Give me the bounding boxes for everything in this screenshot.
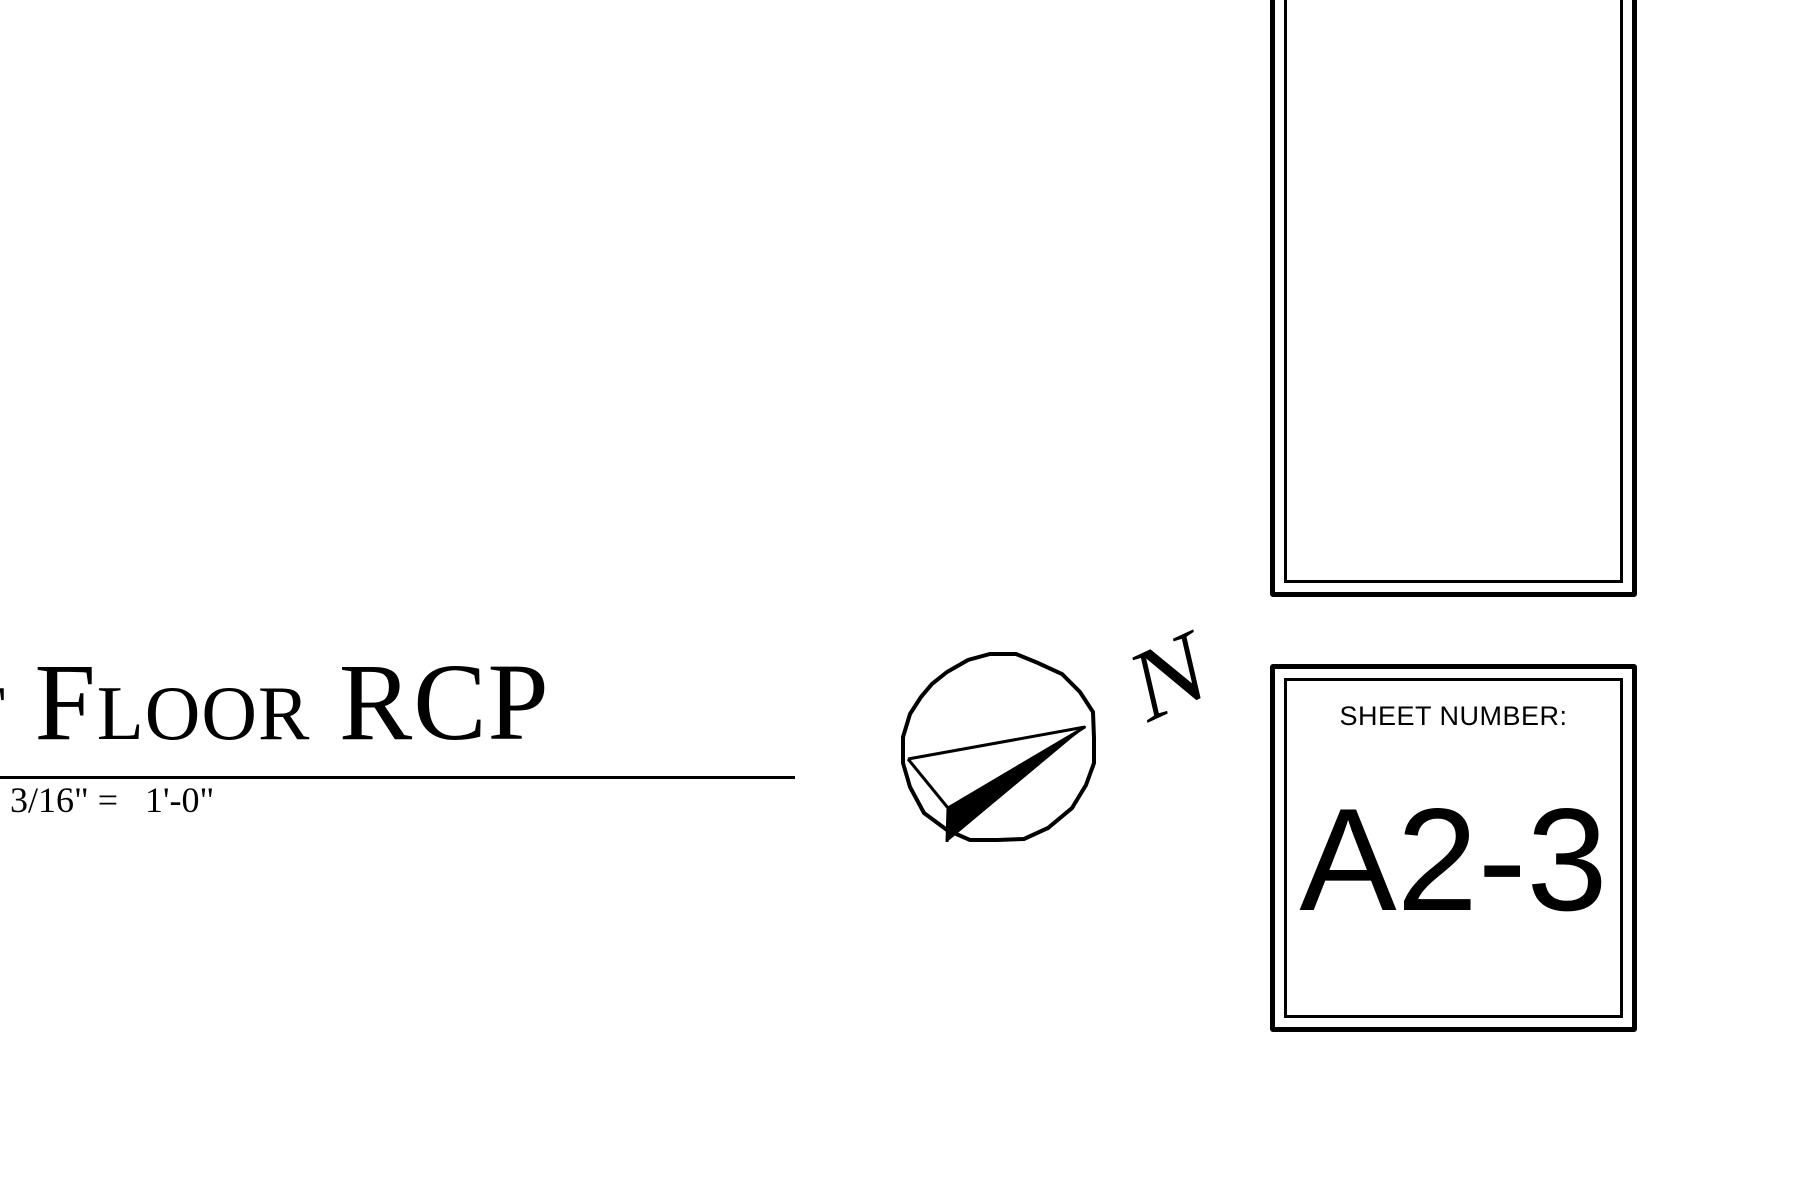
drawing-scale: 3/16" = 1'-0" <box>10 780 215 820</box>
title-underline <box>0 776 795 779</box>
sheet-number-inner-frame: SHEET NUMBER: A2-3 <box>1284 678 1623 1018</box>
north-arrow-circle <box>901 652 1096 842</box>
sheet-number-label: SHEET NUMBER: <box>1339 701 1568 731</box>
north-arrow-lower-edge <box>906 758 950 809</box>
drawing-title: t Floor RCP <box>0 641 550 763</box>
title-block-upper-frame <box>1270 0 1637 597</box>
north-arrow-icon <box>901 652 1096 843</box>
north-arrow-black-wedge <box>947 727 1085 842</box>
title-block-upper-inner-frame <box>1284 0 1623 583</box>
sheet-number-value: A2-3 <box>1299 778 1608 941</box>
north-arrow-upper-edge <box>907 725 1086 761</box>
sheet-number-box: SHEET NUMBER: A2-3 <box>1270 664 1637 1032</box>
